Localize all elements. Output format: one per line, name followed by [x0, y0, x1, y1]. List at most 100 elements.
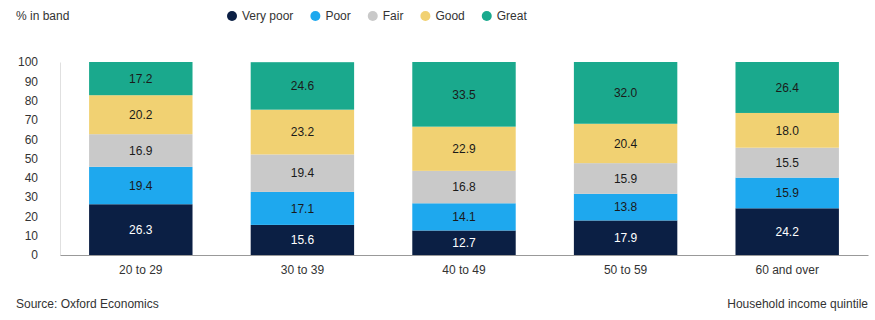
data-label: 22.9	[452, 142, 476, 156]
bar-segment	[412, 62, 515, 127]
data-label: 16.9	[129, 144, 153, 158]
y-tick: 10	[25, 229, 60, 243]
y-tick: 90	[25, 75, 60, 89]
x-axis: 20 to 29 30 to 39 40 to 49 50 to 59 60 and o…	[61, 255, 869, 277]
legend-label: Very poor	[242, 9, 293, 23]
legend-item: Great	[482, 9, 528, 23]
x-tick: 50 to 59	[604, 255, 648, 277]
bar-segment	[574, 220, 677, 255]
data-label: 15.9	[614, 172, 638, 186]
y-tick: 100	[18, 55, 60, 69]
data-label: 33.5	[452, 88, 476, 102]
y-tick-label: 40	[25, 171, 39, 185]
y-tick-label: 30	[25, 190, 39, 204]
y-tick-label: 50	[25, 152, 39, 166]
y-tick: 30	[25, 190, 60, 204]
data-label: 24.2	[776, 225, 800, 239]
data-label: 19.4	[129, 179, 153, 193]
data-labels: 26.3 15.6 12.7 17.9 24.2 19.4 17.1 14.1 13.8 15.9…	[129, 72, 799, 250]
legend-item: Fair	[368, 9, 404, 23]
y-tick-label: 90	[25, 75, 39, 89]
legend-label: Great	[497, 9, 528, 23]
bar-segment	[412, 127, 515, 171]
data-label: 32.0	[614, 86, 638, 100]
bar-segment	[89, 95, 192, 134]
bar-segment	[251, 110, 354, 155]
bar-segment	[735, 178, 838, 209]
data-label: 18.0	[776, 124, 800, 138]
bar-segment	[89, 167, 192, 204]
bar-segment	[574, 163, 677, 194]
bar-segment	[735, 208, 838, 255]
x-axis-title: Household income quintile	[727, 297, 868, 311]
y-axis-line	[60, 63, 61, 256]
legend-swatch	[482, 11, 492, 21]
legend-item: Very poor	[227, 9, 293, 23]
x-axis-line	[61, 255, 869, 256]
bar-segment	[251, 192, 354, 225]
y-axis-title: % in band	[16, 9, 69, 23]
data-label: 20.2	[129, 108, 153, 122]
x-tick-label: 60 and over	[756, 263, 819, 277]
y-tick: 20	[25, 210, 60, 224]
bar-segment	[251, 225, 354, 255]
x-tick-label: 30 to 39	[281, 263, 325, 277]
data-label: 15.6	[291, 233, 315, 247]
bar-segment	[735, 148, 838, 178]
legend-label: Fair	[383, 9, 404, 23]
y-tick-label: 80	[25, 94, 39, 108]
bar-segment	[574, 194, 677, 221]
x-tick: 20 to 29	[119, 255, 163, 277]
bar-segment	[412, 203, 515, 230]
x-tick-label: 20 to 29	[119, 263, 163, 277]
data-label: 26.4	[776, 81, 800, 95]
y-tick: 40	[25, 171, 60, 185]
y-tick: 80	[25, 94, 60, 108]
legend-label: Poor	[325, 9, 350, 23]
data-label: 15.5	[776, 156, 800, 170]
y-tick-label: 0	[31, 248, 38, 262]
data-label: 24.6	[291, 79, 315, 93]
legend-item: Good	[420, 9, 464, 23]
y-tick-label: 60	[25, 133, 39, 147]
y-tick-label: 10	[25, 229, 39, 243]
data-label: 26.3	[129, 223, 153, 237]
y-tick: 70	[25, 113, 60, 127]
y-tick-label: 70	[25, 113, 39, 127]
x-tick-label: 50 to 59	[604, 263, 648, 277]
bar-segment	[735, 113, 838, 148]
y-tick: 0	[31, 248, 60, 262]
bar-segment	[412, 171, 515, 203]
bar-segment	[412, 230, 515, 255]
y-axis: 0 10 20 30 40 50 60 70 80 90 100	[18, 55, 61, 262]
source-note: Source: Oxford Economics	[16, 297, 159, 311]
legend-swatch	[368, 11, 378, 21]
data-label: 17.1	[291, 202, 315, 216]
data-label: 20.4	[614, 137, 638, 151]
y-tick: 50	[25, 152, 60, 166]
legend-label: Good	[435, 9, 464, 23]
data-label: 23.2	[291, 125, 315, 139]
data-label: 13.8	[614, 200, 638, 214]
legend-swatch	[310, 11, 320, 21]
bar-segment	[89, 134, 192, 167]
data-label: 12.7	[452, 236, 476, 250]
y-tick: 60	[25, 133, 60, 147]
bar-segment	[89, 62, 192, 95]
y-tick-label: 100	[18, 55, 38, 69]
bar-segment	[251, 154, 354, 191]
data-label: 15.9	[776, 186, 800, 200]
legend-swatch	[227, 11, 237, 21]
data-label: 16.8	[452, 180, 476, 194]
bar-segment	[89, 204, 192, 255]
data-label: 17.2	[129, 72, 153, 86]
bars	[89, 62, 839, 255]
data-label: 14.1	[452, 210, 476, 224]
bar-segment	[251, 62, 354, 109]
x-tick: 30 to 39	[281, 255, 325, 277]
data-label: 17.9	[614, 231, 638, 245]
data-label: 19.4	[291, 166, 315, 180]
x-tick: 40 to 49	[442, 255, 486, 277]
legend-item: Poor	[310, 9, 350, 23]
bar-segment	[574, 124, 677, 163]
